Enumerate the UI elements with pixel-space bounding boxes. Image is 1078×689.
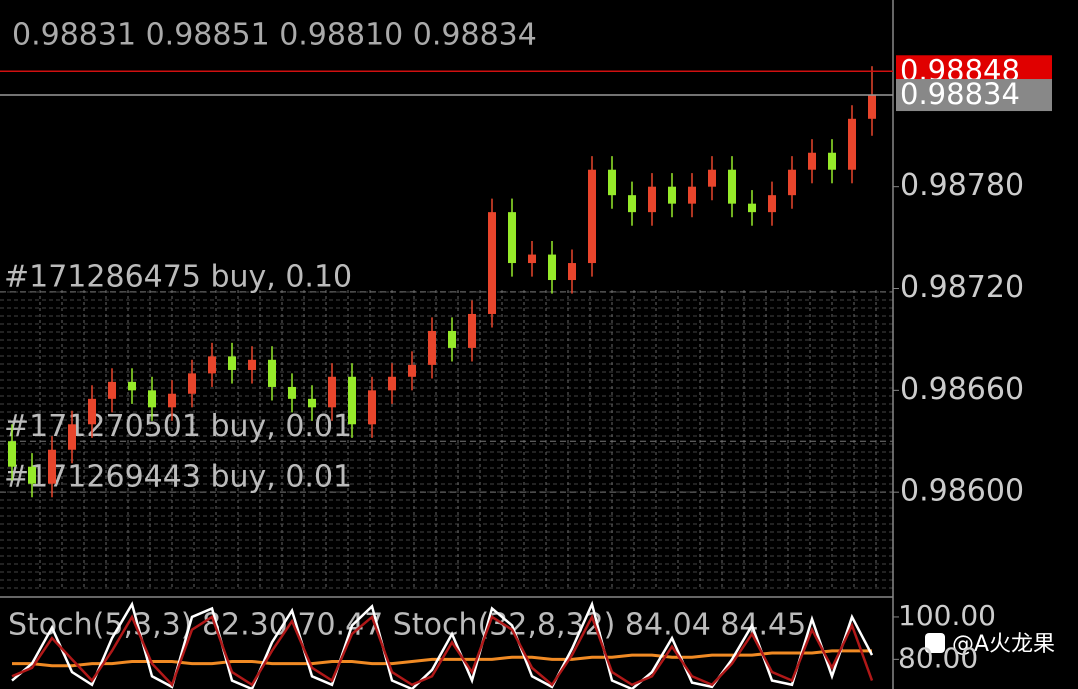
candle-body: [808, 152, 816, 170]
candle-body: [728, 169, 736, 204]
y-tick-label: 0.98780: [900, 168, 1024, 203]
y-tick-label: 0.98600: [900, 474, 1024, 509]
candle-body: [328, 376, 336, 408]
candle-body: [188, 373, 196, 394]
y-tick-label: 0.98660: [900, 372, 1024, 407]
candle-body: [608, 169, 616, 196]
candle-body: [708, 169, 716, 187]
candle-body: [228, 356, 236, 370]
candle-body: [868, 95, 876, 119]
candle-body: [48, 449, 56, 484]
y-tick-label: 0.98720: [900, 270, 1024, 305]
y2-tick-label: 100.00: [898, 599, 996, 632]
candle-body: [548, 254, 556, 281]
candle-body: [768, 195, 776, 213]
candle-body: [448, 330, 456, 348]
candle-body: [308, 398, 316, 408]
order-label: #171269443 buy, 0.01: [4, 460, 352, 495]
candle-body: [8, 441, 16, 467]
candle-body: [568, 263, 576, 281]
order-label: #171286475 buy, 0.10: [4, 259, 352, 294]
ohlc-header: 0.98831 0.98851 0.98810 0.98834: [12, 18, 537, 53]
order-label: #171270501 buy, 0.01: [4, 409, 352, 444]
candle-body: [388, 376, 396, 391]
candle-body: [668, 186, 676, 204]
stoch-line: [11, 613, 874, 688]
candle-body: [68, 424, 76, 450]
price-label: 0.98834: [900, 77, 1020, 111]
candle-body: [248, 359, 256, 370]
candle-body: [368, 390, 376, 425]
candle-body: [428, 330, 436, 365]
watermark-icon: [925, 633, 945, 653]
candle-body: [648, 186, 656, 213]
candle-body: [468, 313, 476, 348]
y2-tick-label: 80.00: [898, 641, 978, 674]
candle-body: [128, 381, 136, 391]
candle-body: [788, 169, 796, 196]
candle-body: [828, 152, 836, 170]
candle-body: [408, 364, 416, 377]
candle-body: [628, 195, 636, 213]
candle-body: [28, 466, 36, 484]
candle-body: [288, 386, 296, 399]
candle-body: [88, 398, 96, 425]
price-box: [896, 79, 1052, 112]
candle-body: [528, 254, 536, 264]
candle-body: [508, 212, 516, 264]
candle-body: [748, 203, 756, 213]
candle-body: [148, 390, 156, 408]
candle-body: [208, 356, 216, 374]
candle-body: [588, 169, 596, 264]
watermark: @A火龙果: [952, 632, 1055, 657]
candle-body: [688, 186, 696, 204]
candle-body: [348, 376, 356, 425]
candle-body: [168, 393, 176, 408]
candle-body: [848, 118, 856, 170]
candle-body: [268, 359, 276, 387]
stoch-line: [11, 600, 874, 689]
candle-body: [108, 381, 116, 399]
candle-body: [488, 212, 496, 314]
